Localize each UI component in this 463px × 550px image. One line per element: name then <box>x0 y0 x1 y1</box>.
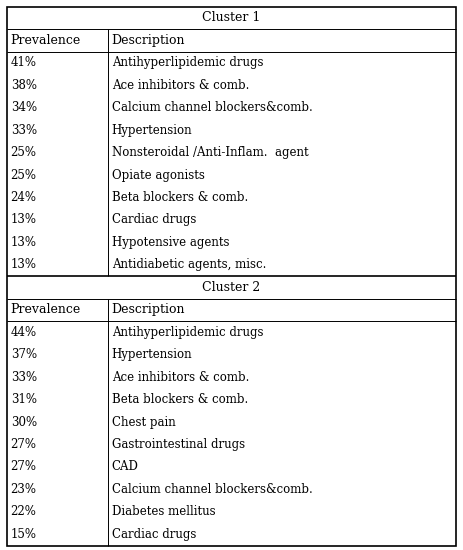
Text: 24%: 24% <box>11 191 37 204</box>
Text: 27%: 27% <box>11 438 37 451</box>
Text: Opiate agonists: Opiate agonists <box>112 168 205 182</box>
Text: Ace inhibitors & comb.: Ace inhibitors & comb. <box>112 79 249 92</box>
Text: 41%: 41% <box>11 56 37 69</box>
Text: 38%: 38% <box>11 79 37 92</box>
Text: Description: Description <box>112 34 185 47</box>
Text: Gastrointestinal drugs: Gastrointestinal drugs <box>112 438 245 451</box>
Text: Diabetes mellitus: Diabetes mellitus <box>112 505 215 519</box>
Text: Nonsteroidal /Anti-Inflam.  agent: Nonsteroidal /Anti-Inflam. agent <box>112 146 308 159</box>
Text: Hypertension: Hypertension <box>112 124 192 136</box>
Text: Prevalence: Prevalence <box>11 303 81 316</box>
Text: 27%: 27% <box>11 460 37 474</box>
Text: Hypotensive agents: Hypotensive agents <box>112 236 229 249</box>
Text: 13%: 13% <box>11 213 37 227</box>
Text: 25%: 25% <box>11 168 37 182</box>
Text: Description: Description <box>112 303 185 316</box>
Text: Antihyperlipidemic drugs: Antihyperlipidemic drugs <box>112 326 263 339</box>
Text: 30%: 30% <box>11 416 37 428</box>
Text: Hypertension: Hypertension <box>112 348 192 361</box>
Text: Antihyperlipidemic drugs: Antihyperlipidemic drugs <box>112 56 263 69</box>
Text: 13%: 13% <box>11 258 37 271</box>
Text: 23%: 23% <box>11 483 37 496</box>
Text: Cardiac drugs: Cardiac drugs <box>112 213 196 227</box>
Text: Chest pain: Chest pain <box>112 416 175 428</box>
Text: 33%: 33% <box>11 371 37 384</box>
Text: 34%: 34% <box>11 101 37 114</box>
Text: 44%: 44% <box>11 326 37 339</box>
Text: 33%: 33% <box>11 124 37 136</box>
Text: CAD: CAD <box>112 460 138 474</box>
Text: 25%: 25% <box>11 146 37 159</box>
Text: 37%: 37% <box>11 348 37 361</box>
Text: 31%: 31% <box>11 393 37 406</box>
Text: Beta blockers & comb.: Beta blockers & comb. <box>112 191 248 204</box>
Text: Cardiac drugs: Cardiac drugs <box>112 528 196 541</box>
Text: Antidiabetic agents, misc.: Antidiabetic agents, misc. <box>112 258 266 271</box>
Text: 22%: 22% <box>11 505 37 519</box>
Text: 15%: 15% <box>11 528 37 541</box>
Text: Cluster 1: Cluster 1 <box>202 12 261 24</box>
Text: Prevalence: Prevalence <box>11 34 81 47</box>
Text: Calcium channel blockers&comb.: Calcium channel blockers&comb. <box>112 483 313 496</box>
Text: Beta blockers & comb.: Beta blockers & comb. <box>112 393 248 406</box>
Text: Ace inhibitors & comb.: Ace inhibitors & comb. <box>112 371 249 384</box>
Text: 13%: 13% <box>11 236 37 249</box>
Text: Calcium channel blockers&comb.: Calcium channel blockers&comb. <box>112 101 313 114</box>
Text: Cluster 2: Cluster 2 <box>202 281 261 294</box>
